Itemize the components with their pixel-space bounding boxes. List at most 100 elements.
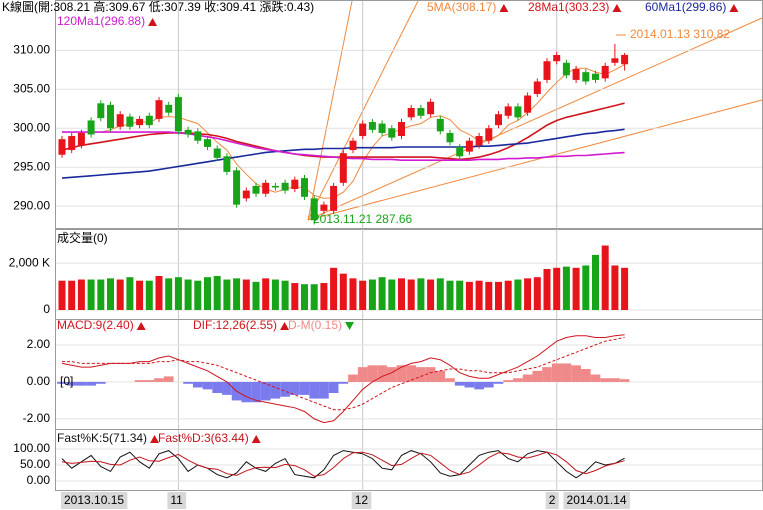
volume-bar: [271, 279, 279, 310]
histogram-bar: [542, 367, 552, 382]
x-tick-label: 2013.10.15: [64, 493, 124, 507]
volume-bar: [310, 284, 318, 310]
volume-bar: [87, 279, 95, 310]
volume-bar: [58, 280, 66, 310]
candle-body: [407, 107, 415, 118]
volume-bar: [582, 265, 590, 310]
volume-bar: [349, 278, 357, 310]
volume-bar: [543, 268, 551, 310]
series-line: [61, 334, 625, 424]
volume-bar: [291, 283, 299, 310]
annotation: 2014.01.13 310.82: [630, 27, 730, 41]
legend-label: Fast%D:3(63.44): [158, 431, 249, 445]
candle-body: [446, 132, 454, 143]
volume-bar: [77, 279, 85, 310]
volume-bar: [136, 280, 144, 310]
candle-body: [417, 107, 425, 116]
histogram-bar: [367, 365, 378, 382]
x-tick-label: 11: [170, 493, 183, 507]
histogram-bar: [416, 367, 426, 382]
volume-bar: [621, 267, 629, 310]
histogram-bar: [503, 380, 514, 382]
candle-body: [310, 198, 318, 221]
volume-bar: [592, 254, 599, 310]
candle-body: [398, 122, 405, 137]
candle-body: [165, 104, 173, 113]
candle-body: [262, 182, 270, 194]
volume-bar: [320, 283, 328, 310]
legend-arrow: [612, 4, 622, 12]
volume-bar: [359, 280, 367, 310]
candle-body: [572, 69, 580, 80]
histogram-bar: [454, 381, 465, 386]
volume-bar: [378, 277, 386, 310]
candle-body: [495, 114, 502, 126]
candle-body: [87, 120, 95, 135]
histogram-bar: [445, 378, 455, 382]
volume-bar: [223, 279, 231, 310]
y-tick-label: 0.00: [27, 374, 51, 388]
histogram-bar: [289, 381, 300, 395]
candle-body: [359, 123, 367, 137]
histogram-bar: [513, 378, 523, 382]
candle-body: [116, 114, 124, 127]
fan-line: [307, 0, 353, 221]
histogram-bar: [348, 374, 358, 382]
candle-body: [194, 131, 202, 141]
volume-bar: [155, 276, 163, 310]
histogram-bar: [464, 381, 475, 388]
histogram-bar: [66, 381, 77, 386]
volume-bar: [436, 278, 444, 310]
volume-bar: [194, 280, 202, 310]
candle-body: [621, 54, 629, 65]
histogram-bar: [338, 381, 349, 384]
legend-label: MACD:9(2.40): [57, 318, 134, 332]
y-tick-label: 100.00: [13, 441, 50, 455]
volume-bar: [330, 267, 338, 310]
legend-arrow: [150, 435, 160, 443]
volume-bar: [611, 265, 619, 310]
candle-body: [252, 185, 260, 194]
y-tick-label: 310.00: [13, 42, 50, 56]
histogram-bar: [590, 374, 601, 382]
candle-body: [427, 101, 435, 115]
histogram-bar: [57, 381, 67, 384]
candle-body: [145, 115, 153, 126]
candle-body: [136, 118, 144, 126]
candle-body: [475, 136, 483, 146]
fan-line: [307, 17, 763, 221]
candle-body: [504, 106, 512, 116]
histogram-bar: [299, 381, 310, 395]
histogram-bar: [357, 367, 368, 382]
candle-body: [242, 190, 250, 199]
candle-body: [330, 185, 338, 211]
candle-body: [223, 156, 231, 172]
volume-bar: [233, 278, 241, 310]
volume-bar: [204, 277, 211, 310]
histogram-bar: [260, 381, 271, 401]
volume-bar: [465, 281, 473, 310]
panel-title: 成交量(0): [57, 230, 108, 245]
volume-bar: [514, 279, 522, 310]
candle-body: [58, 139, 66, 155]
histogram-bar: [202, 381, 213, 390]
y-tick-label: 2.00: [27, 337, 51, 351]
candle-body: [126, 116, 134, 127]
volume-bar: [601, 245, 609, 310]
candle-body: [291, 179, 299, 190]
volume-bar: [524, 278, 532, 310]
volume-bar: [301, 284, 308, 310]
candle-body: [281, 182, 289, 191]
histogram-bar: [280, 381, 290, 397]
volume-bar: [368, 279, 376, 310]
x-label-box: [545, 492, 559, 509]
histogram-bar: [580, 368, 591, 382]
series-line: [62, 337, 625, 411]
legend-label: D-M(0.15): [288, 318, 342, 332]
volume-bar: [417, 278, 425, 310]
y-tick-label: 0: [43, 302, 50, 316]
candle-body: [562, 62, 570, 76]
volume-bar: [456, 280, 464, 310]
